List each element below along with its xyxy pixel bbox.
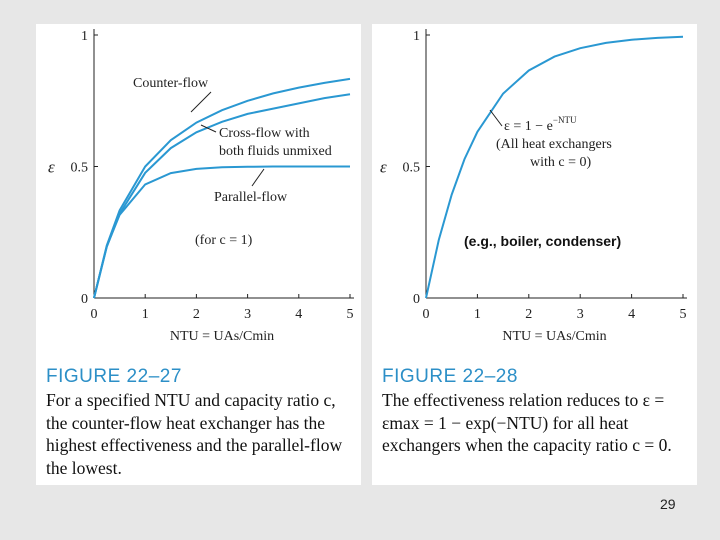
label-counter-flow: Counter-flow <box>133 76 209 91</box>
figure-22-27-panel: 0 1 2 3 4 5 0 0.5 1 ε NTU = UAs/Cmin Counter-flow … <box>36 24 361 485</box>
y-tick-label: 0 <box>413 292 420 307</box>
x-tick-label: 4 <box>628 307 635 322</box>
caption-right: The effectiveness relation reduces to ε … <box>382 390 672 455</box>
y-tick-label: 0.5 <box>71 161 89 176</box>
x-tick-label: 3 <box>244 307 251 322</box>
y-axis-label: ε <box>380 158 387 177</box>
y-tick-label: 0.5 <box>403 161 421 176</box>
x-tick-label: 1 <box>474 307 481 322</box>
x-tick-label: 4 <box>295 307 302 322</box>
label-condition-note: (for c = 1) <box>195 233 253 248</box>
label-cross-flow-line2: both fluids unmixed <box>219 144 332 159</box>
label-parallel-flow: Parallel-flow <box>214 190 288 205</box>
series-line-2 <box>93 165 350 299</box>
label-all-exchangers: (All heat exchangers <box>496 137 612 152</box>
x-tick-label: 3 <box>577 307 584 322</box>
x-tick-label: 5 <box>347 307 354 322</box>
label-formula: ε = 1 − e−NTU <box>504 115 577 134</box>
figure-22-28-panel: 0 1 2 3 4 5 0 0.5 1 ε NTU = UAs/Cmin ε = 1 − e−NTU… <box>372 24 697 485</box>
x-tick-label: 2 <box>193 307 200 322</box>
y-tick-label: 0 <box>81 292 88 307</box>
series-line-0 <box>425 35 684 299</box>
chart-right: 0 1 2 3 4 5 0 0.5 1 ε NTU = UAs/Cmin ε = 1 − e−NTU… <box>380 29 687 344</box>
figure-label-left: FIGURE 22–27 <box>46 366 182 387</box>
leader-cross-flow <box>200 124 217 133</box>
caption-left: For a specified NTU and capacity ratio c… <box>46 390 343 478</box>
x-axis-label: NTU = UAs/Cmin <box>170 329 274 344</box>
y-axis-label: ε <box>48 158 55 177</box>
x-tick-label: 0 <box>423 307 430 322</box>
overlay-example-text: (e.g., boiler, condenser) <box>464 233 622 249</box>
x-tick-label: 5 <box>680 307 687 322</box>
y-tick-label: 1 <box>81 29 88 44</box>
figure-label-right: FIGURE 22–28 <box>382 366 518 387</box>
x-tick-label: 2 <box>525 307 532 322</box>
leader-formula <box>489 109 503 127</box>
x-tick-label: 1 <box>142 307 149 322</box>
page-number: 29 <box>660 496 676 512</box>
y-tick-label: 1 <box>413 29 420 44</box>
leader-parallel-flow <box>251 168 265 187</box>
label-cross-flow-line1: Cross-flow with <box>219 126 310 141</box>
x-tick-label: 0 <box>91 307 98 322</box>
series-line-0 <box>93 77 351 299</box>
x-axis-label: NTU = UAs/Cmin <box>502 329 606 344</box>
label-c-zero: with c = 0) <box>530 155 591 170</box>
leader-counter-flow <box>190 91 212 113</box>
